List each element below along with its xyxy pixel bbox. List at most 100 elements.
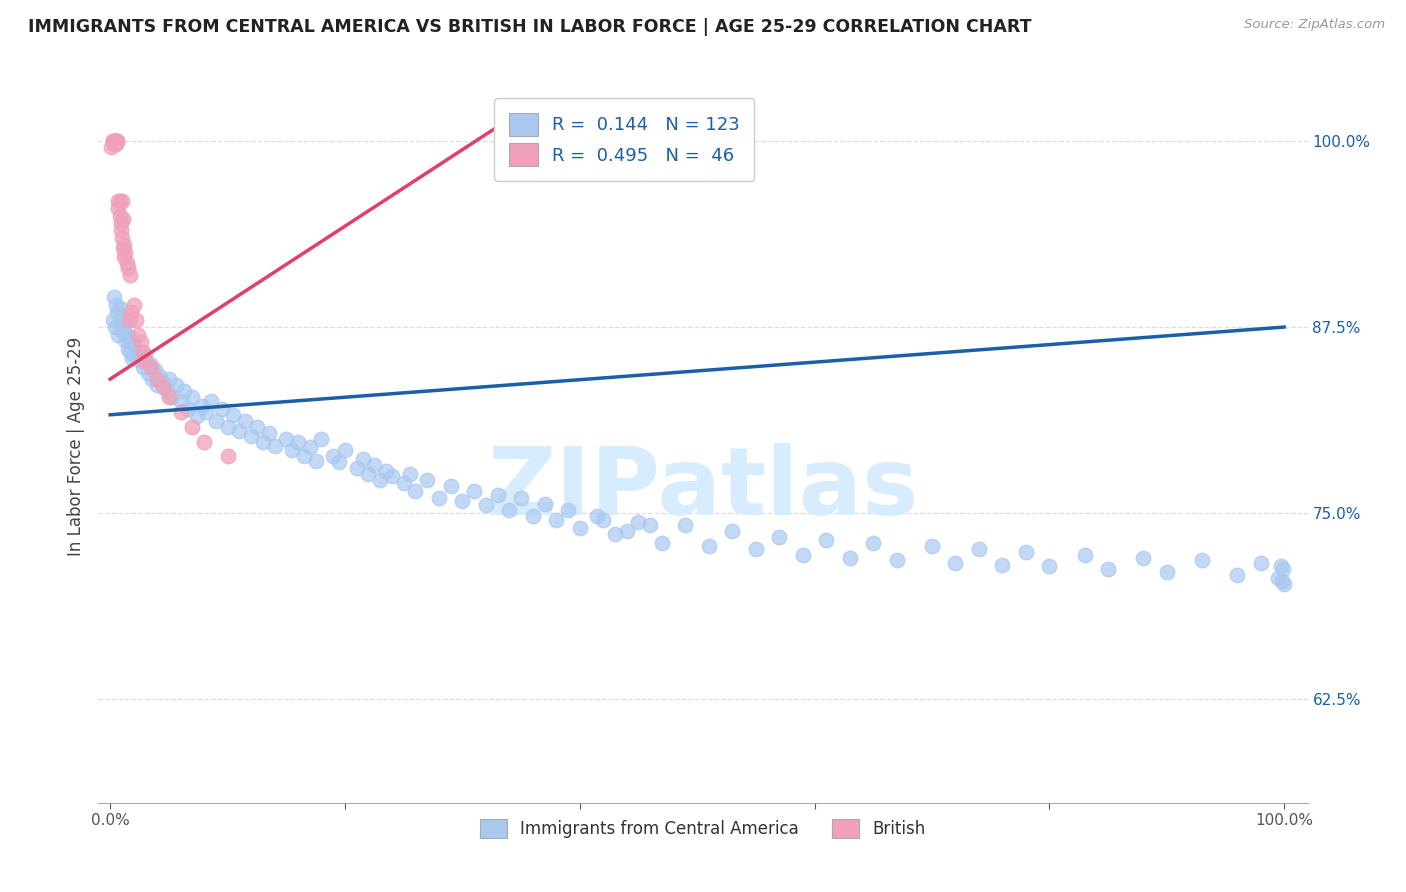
- Point: [146, 378, 169, 392]
- Point: [281, 443, 304, 458]
- Point: [568, 521, 591, 535]
- Point: [132, 360, 155, 375]
- Point: [105, 134, 128, 148]
- Point: [181, 419, 204, 434]
- Y-axis label: In Labor Force | Age 25-29: In Labor Force | Age 25-29: [66, 336, 84, 556]
- Point: [1132, 550, 1154, 565]
- Point: [673, 517, 696, 532]
- Text: Source: ZipAtlas.com: Source: ZipAtlas.com: [1244, 18, 1385, 31]
- Point: [110, 316, 132, 330]
- Point: [363, 458, 385, 473]
- Point: [298, 441, 321, 455]
- Point: [101, 134, 124, 148]
- Point: [546, 513, 568, 527]
- Point: [375, 464, 398, 478]
- Point: [328, 455, 350, 469]
- Point: [125, 312, 148, 326]
- Point: [246, 419, 269, 434]
- Point: [129, 334, 152, 349]
- Point: [697, 539, 720, 553]
- Point: [105, 134, 128, 148]
- Point: [991, 558, 1014, 572]
- Point: [1038, 559, 1060, 574]
- Point: [165, 378, 187, 392]
- Point: [125, 350, 148, 364]
- Point: [257, 425, 280, 440]
- Point: [263, 439, 285, 453]
- Point: [398, 467, 420, 482]
- Point: [104, 320, 127, 334]
- Point: [110, 216, 132, 230]
- Point: [228, 424, 250, 438]
- Point: [240, 428, 263, 442]
- Point: [193, 434, 215, 449]
- Point: [120, 305, 142, 319]
- Point: [103, 134, 125, 148]
- Point: [486, 488, 509, 502]
- Point: [838, 550, 860, 565]
- Point: [115, 327, 138, 342]
- Point: [475, 499, 498, 513]
- Point: [157, 372, 180, 386]
- Point: [141, 372, 163, 386]
- Point: [112, 241, 135, 255]
- Point: [627, 515, 650, 529]
- Text: ZIPatlas: ZIPatlas: [488, 442, 918, 535]
- Point: [173, 384, 195, 398]
- Point: [122, 298, 145, 312]
- Point: [105, 305, 128, 319]
- Point: [112, 325, 135, 339]
- Point: [967, 541, 990, 556]
- Point: [211, 401, 233, 416]
- Point: [101, 134, 124, 148]
- Point: [108, 194, 131, 208]
- Point: [322, 450, 344, 464]
- Point: [152, 379, 174, 393]
- Point: [522, 508, 544, 523]
- Point: [146, 372, 169, 386]
- Point: [176, 401, 198, 416]
- Point: [287, 434, 309, 449]
- Point: [157, 390, 180, 404]
- Point: [886, 553, 908, 567]
- Point: [103, 290, 125, 304]
- Point: [586, 508, 609, 523]
- Point: [1250, 557, 1272, 571]
- Point: [204, 414, 226, 428]
- Point: [1271, 574, 1294, 589]
- Point: [1015, 544, 1038, 558]
- Point: [155, 384, 177, 398]
- Point: [104, 134, 127, 148]
- Point: [105, 298, 128, 312]
- Point: [141, 360, 163, 375]
- Point: [132, 345, 155, 359]
- Point: [111, 231, 134, 245]
- Point: [862, 535, 884, 549]
- Point: [592, 513, 614, 527]
- Point: [392, 476, 415, 491]
- Point: [100, 140, 122, 154]
- Point: [352, 452, 374, 467]
- Point: [1073, 548, 1095, 562]
- Point: [120, 336, 142, 351]
- Point: [721, 524, 744, 538]
- Point: [200, 394, 222, 409]
- Point: [304, 454, 326, 468]
- Point: [117, 343, 139, 357]
- Point: [333, 443, 356, 458]
- Point: [108, 301, 131, 315]
- Point: [169, 394, 191, 409]
- Point: [292, 450, 315, 464]
- Point: [815, 533, 838, 547]
- Point: [121, 351, 143, 366]
- Point: [134, 348, 156, 362]
- Point: [105, 134, 128, 148]
- Point: [162, 390, 184, 404]
- Point: [110, 223, 132, 237]
- Point: [105, 134, 128, 148]
- Point: [346, 461, 368, 475]
- Point: [311, 432, 333, 446]
- Point: [557, 503, 579, 517]
- Point: [111, 310, 134, 324]
- Point: [745, 541, 768, 556]
